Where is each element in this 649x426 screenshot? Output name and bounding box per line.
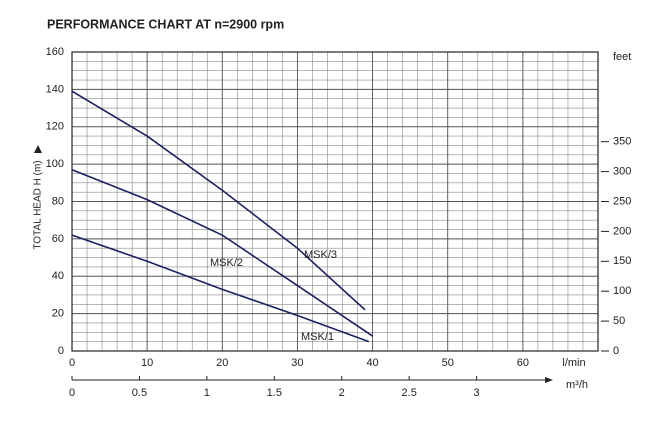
y2-tick-label: 50	[613, 315, 625, 327]
curve-label: MSK/1	[301, 331, 334, 343]
x-tick-label: 20	[216, 357, 228, 369]
x-tick-label: 10	[141, 357, 153, 369]
x2-tick-label: 0.5	[132, 387, 147, 399]
y2-axis-label: feet	[613, 51, 631, 63]
y-tick-label: 0	[58, 345, 64, 357]
x2-tick-label: 1.5	[267, 387, 282, 399]
performance-curve	[71, 234, 370, 343]
y2-tick-label: 0	[613, 345, 619, 357]
y2-tick-label: 300	[613, 166, 631, 178]
x2-tick-label: 2	[339, 387, 345, 399]
y-axis-arrow	[34, 145, 42, 153]
y2-tick-label: 250	[613, 195, 631, 207]
performance-curve	[71, 168, 374, 337]
y-tick-label: 140	[46, 83, 64, 95]
x2-tick-label: 2.5	[402, 387, 417, 399]
x-tick-label: 40	[366, 357, 378, 369]
curve-label: MSK/2	[210, 257, 243, 269]
chart-title: PERFORMANCE CHART AT n=2900 rpm	[47, 17, 284, 31]
y2-tick-label: 100	[613, 285, 631, 297]
x2-tick-label: 1	[204, 387, 210, 399]
x2-tick-label: 0	[69, 387, 75, 399]
y-tick-label: 160	[46, 46, 64, 58]
x-tick-label: 0	[69, 357, 75, 369]
y-tick-label: 40	[52, 270, 64, 282]
y-tick-label: 20	[52, 308, 64, 320]
x-axis-label: l/min	[562, 357, 585, 369]
plot-frame	[71, 51, 599, 352]
y-axis-label: TOTAL HEAD H (m)	[33, 160, 44, 249]
y-tick-label: 100	[46, 158, 64, 170]
x2-axis-arrow	[545, 377, 553, 383]
x-tick-label: 30	[291, 357, 303, 369]
y-tick-label: 80	[52, 195, 64, 207]
performance-curve	[71, 90, 366, 311]
x-tick-label: 50	[442, 357, 454, 369]
curve-label: MSK/3	[304, 249, 337, 261]
y-tick-label: 120	[46, 121, 64, 133]
x-tick-label: 60	[517, 357, 529, 369]
y2-tick-label: 150	[613, 255, 631, 267]
y2-tick-label: 200	[613, 225, 631, 237]
y2-tick-label: 350	[613, 136, 631, 148]
y-tick-label: 60	[52, 233, 64, 245]
x2-axis-label: m³/h	[566, 379, 588, 391]
x2-tick-label: 3	[474, 387, 480, 399]
